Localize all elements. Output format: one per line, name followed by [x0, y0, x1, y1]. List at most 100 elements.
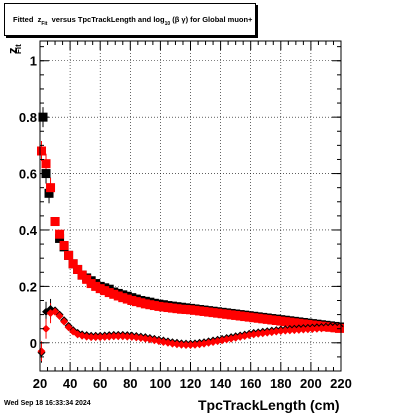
y-tick-label: 0.6 — [19, 167, 37, 182]
data-point — [186, 305, 195, 315]
data-point — [244, 312, 254, 322]
data-point — [82, 274, 92, 284]
title-log-sub: 10 — [164, 21, 171, 27]
data-point — [73, 264, 83, 274]
data-point — [37, 146, 47, 156]
data-point — [172, 304, 182, 314]
data-point — [104, 288, 114, 298]
data-point — [123, 332, 132, 341]
data-point — [136, 298, 146, 308]
data-point — [118, 332, 127, 341]
data-point — [181, 305, 191, 315]
series-3 — [37, 307, 344, 356]
data-point — [262, 314, 272, 324]
title-prefix: Fitted — [13, 15, 34, 24]
x-tick-label: 160 — [240, 376, 262, 391]
data-point — [100, 332, 109, 341]
data-point — [217, 309, 227, 319]
y-axis-label-sub: Fit — [14, 44, 23, 54]
data-point — [55, 312, 64, 320]
data-point — [253, 313, 263, 323]
data-point — [91, 333, 100, 342]
data-point — [51, 307, 60, 316]
data-point — [41, 159, 51, 169]
data-point — [86, 279, 96, 289]
title-z-sub: Fit — [41, 21, 48, 27]
data-point — [208, 308, 218, 318]
data-point — [113, 291, 123, 301]
data-point — [100, 286, 110, 296]
data-point — [276, 316, 286, 326]
data-point — [37, 347, 46, 356]
data-point — [226, 310, 236, 320]
data-point — [312, 324, 321, 333]
data-point — [285, 326, 294, 335]
x-tick-label: 140 — [210, 376, 232, 391]
data-point — [289, 318, 299, 328]
x-tick-label: 220 — [330, 376, 352, 391]
data-point — [281, 326, 290, 335]
data-point — [42, 324, 51, 333]
data-point — [46, 183, 56, 193]
data-point — [294, 318, 304, 328]
data-point — [158, 302, 168, 312]
data-point — [44, 188, 54, 198]
data-point — [235, 311, 245, 321]
data-point — [204, 307, 214, 317]
data-point — [95, 284, 105, 294]
data-point — [109, 289, 119, 299]
data-point — [298, 319, 308, 329]
data-point — [109, 332, 118, 341]
data-point — [64, 323, 73, 332]
data-point — [176, 304, 186, 314]
data-point — [96, 333, 105, 342]
y-tick-label: 0.8 — [19, 110, 37, 125]
data-point — [290, 326, 299, 335]
data-point — [276, 326, 285, 335]
title-z: z — [37, 15, 42, 24]
data-point — [190, 305, 200, 315]
data-point — [303, 325, 312, 334]
data-point — [195, 306, 205, 316]
data-point — [64, 250, 74, 260]
title-box: Fitted zFit versus TpcTrackLength and lo… — [4, 3, 256, 36]
y-tick-label: 0 — [30, 336, 37, 351]
data-point — [114, 332, 123, 341]
data-point — [231, 310, 241, 320]
y-axis-label: z Fit — [2, 36, 26, 66]
date-stamp: Wed Sep 18 16:33:34 2024 — [4, 400, 91, 407]
data-point — [280, 317, 290, 327]
data-point — [330, 323, 339, 332]
data-point — [140, 299, 150, 309]
data-point — [294, 325, 303, 334]
chart-title: Fitted zFit versus TpcTrackLength and lo… — [13, 15, 253, 27]
data-point — [308, 324, 317, 333]
data-point — [59, 240, 69, 250]
data-point — [167, 303, 177, 313]
data-point — [186, 341, 195, 350]
data-point — [321, 324, 330, 333]
data-point — [154, 301, 164, 311]
title-suffix: (β γ) for Global muon+ — [172, 15, 253, 24]
tick-labels: 20 40 60 80 100 120 140 160 180 200 220 0 0.2 0.4 0.6 0… — [19, 54, 352, 391]
y-tick-label: 1 — [30, 54, 37, 69]
data-point — [127, 295, 137, 305]
x-tick-label: 120 — [180, 376, 202, 391]
data-point — [68, 259, 78, 269]
axis-ticks — [39, 41, 342, 371]
data-point — [145, 300, 155, 310]
y-tick-label: 0.4 — [19, 223, 38, 238]
x-tick-label: 40 — [63, 376, 77, 391]
data-point — [91, 281, 101, 291]
data-point — [285, 317, 295, 327]
data-point — [77, 270, 87, 280]
data-point — [222, 309, 232, 319]
data-point — [149, 301, 159, 311]
data-point — [267, 315, 277, 325]
data-point — [326, 323, 335, 332]
data-point — [213, 308, 223, 318]
data-point — [240, 312, 250, 322]
data-point — [118, 293, 128, 303]
data-point — [177, 340, 186, 349]
